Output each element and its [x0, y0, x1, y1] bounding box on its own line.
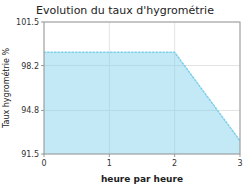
- x-tick-label: 2: [172, 159, 177, 168]
- x-tick-label: 1: [107, 159, 112, 168]
- chart-container: 91.5 94.8 98.2 101.5 0 1 2 3 Evolution du taux d…: [0, 0, 250, 188]
- chart-title: Evolution du taux d'hygrométrie: [36, 4, 214, 17]
- y-tick: [41, 22, 44, 23]
- x-axis-label: heure par heure: [101, 174, 183, 184]
- area-fill: [44, 52, 240, 154]
- area-line: [44, 52, 240, 140]
- x-tick: [44, 154, 45, 157]
- y-tick-label: 101.5: [16, 18, 39, 27]
- y-tick-label: 98.2: [21, 62, 39, 71]
- y-tick-label: 94.8: [21, 106, 39, 115]
- x-tick-label: 3: [237, 159, 242, 168]
- plot-area: [44, 52, 240, 154]
- x-tick: [240, 154, 241, 157]
- axes: 91.5 94.8 98.2 101.5 0 1 2 3: [16, 18, 242, 168]
- x-tick: [174, 154, 175, 157]
- x-tick: [109, 154, 110, 157]
- plot-frame: [44, 22, 240, 154]
- y-axis-label: Taux hygrométrie %: [1, 48, 11, 130]
- x-tick-label: 0: [41, 159, 46, 168]
- y-tick: [41, 65, 44, 66]
- chart-svg: 91.5 94.8 98.2 101.5 0 1 2 3 Evolution du taux d…: [0, 0, 250, 188]
- grid: [44, 22, 240, 154]
- y-tick-label: 91.5: [21, 150, 39, 159]
- y-tick: [41, 110, 44, 111]
